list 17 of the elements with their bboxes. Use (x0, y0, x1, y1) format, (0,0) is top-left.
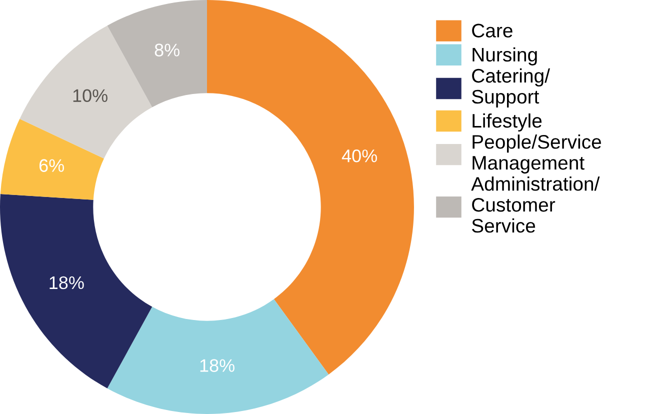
data-label: 10% (73, 89, 108, 102)
data-label: 18% (200, 359, 234, 372)
legend-label: Care (472, 24, 512, 38)
donut-slice (107, 299, 329, 414)
donut-slice (20, 26, 152, 159)
legend-label: Nursing (472, 47, 537, 66)
donut-slice (107, 0, 207, 108)
donut-slice (0, 118, 104, 200)
legend-label: Lifestyle (472, 113, 542, 132)
data-label: 8% (154, 44, 180, 56)
data-label: 18% (50, 276, 84, 290)
donut-slice (0, 194, 152, 388)
legend-label: People/Service Management (472, 134, 602, 174)
legend-label: Administration/ Customer Service (471, 176, 600, 233)
legend-label: Catering/ Support (472, 68, 550, 108)
data-label: 6% (39, 159, 64, 172)
data-label: 40% (342, 149, 377, 162)
